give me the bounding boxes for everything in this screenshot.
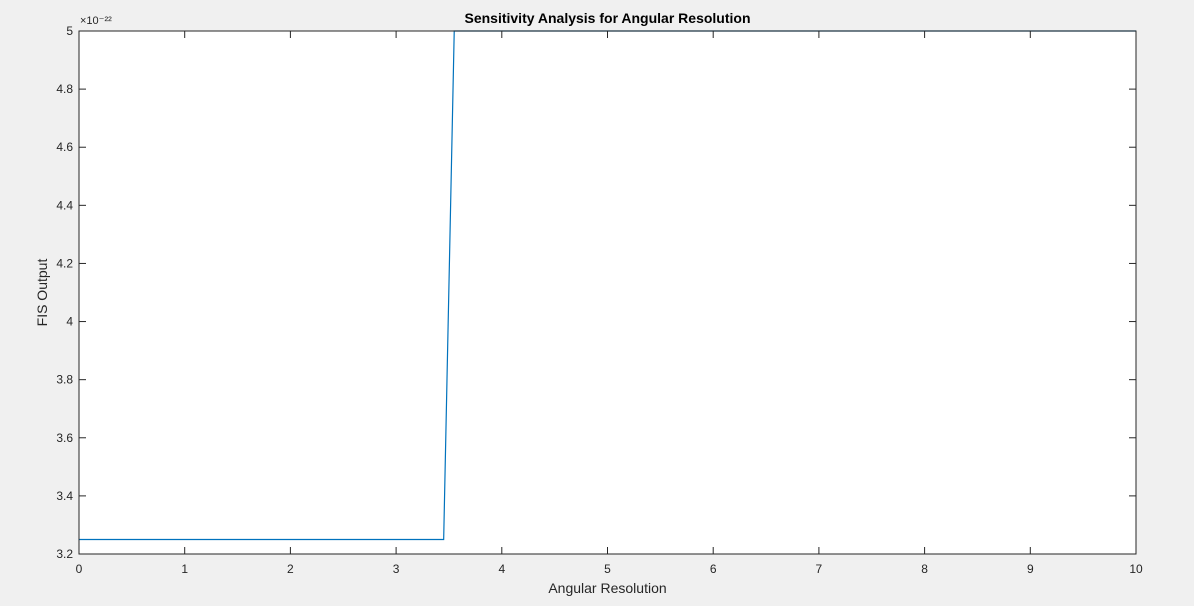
y-tick-label: 3.4 bbox=[56, 489, 73, 503]
y-axis-label: FIS Output bbox=[34, 259, 50, 327]
chart-title: Sensitivity Analysis for Angular Resolut… bbox=[464, 10, 750, 26]
x-tick-label: 9 bbox=[1027, 562, 1034, 576]
y-tick-label: 5 bbox=[66, 24, 73, 38]
y-tick-label: 4.2 bbox=[56, 256, 73, 270]
x-tick-label: 6 bbox=[710, 562, 717, 576]
y-tick-label: 4 bbox=[66, 315, 73, 329]
y-tick-label: 4.4 bbox=[56, 198, 73, 212]
x-tick-label: 3 bbox=[393, 562, 400, 576]
ticks-layer: 0 1 2 3 4 5 6 7 8 9 10 3.2 3.4 3.6 3.8 4 4.2 4.4 4.6 4.8 5 bbox=[56, 24, 1143, 576]
x-tick-label: 4 bbox=[498, 562, 505, 576]
y-tick-label: 4.8 bbox=[56, 82, 73, 96]
x-tick-label: 1 bbox=[181, 562, 188, 576]
x-tick-label: 0 bbox=[76, 562, 83, 576]
y-exponent-label: ×10⁻²² bbox=[80, 15, 112, 27]
x-axis-label: Angular Resolution bbox=[548, 580, 666, 596]
x-tick-label: 8 bbox=[921, 562, 928, 576]
x-tick-label: 10 bbox=[1129, 562, 1143, 576]
x-tick-label: 5 bbox=[604, 562, 611, 576]
y-tick-label: 3.8 bbox=[56, 373, 73, 387]
y-tick-label: 3.2 bbox=[56, 547, 73, 561]
x-tick-label: 7 bbox=[816, 562, 823, 576]
y-tick-label: 3.6 bbox=[56, 431, 73, 445]
y-tick-label: 4.6 bbox=[56, 140, 73, 154]
plot-area bbox=[79, 31, 1136, 554]
x-tick-label: 2 bbox=[287, 562, 294, 576]
